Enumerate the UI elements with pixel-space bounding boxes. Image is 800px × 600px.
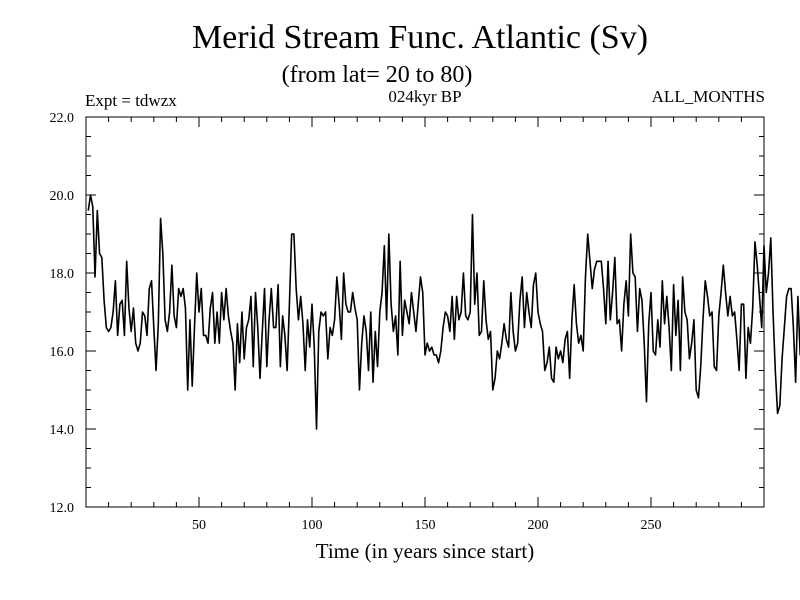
- y-tick-label: 16.0: [50, 345, 75, 360]
- series-line: [87, 194, 800, 430]
- x-axis: 50 100 150 200 250: [108, 117, 742, 533]
- x-tick-label: 100: [302, 518, 323, 533]
- experiment-label: Expt = tdwzx: [85, 91, 177, 110]
- plot-frame: [85, 116, 765, 508]
- y-tick-label: 22.0: [50, 111, 75, 126]
- y-tick-label: 20.0: [50, 189, 75, 204]
- chart-title: Merid Stream Func. Atlantic (Sv): [192, 19, 648, 56]
- chart-subtitle: (from lat= 20 to 80): [282, 62, 473, 88]
- y-axis: 12.0 14.0 16.0 18.0 20.0 22.0: [50, 111, 764, 516]
- x-tick-label: 250: [641, 518, 662, 533]
- x-axis-label: Time (in years since start): [316, 539, 535, 563]
- y-tick-label: 12.0: [50, 501, 75, 516]
- x-tick-label: 200: [528, 518, 549, 533]
- x-tick-label: 50: [192, 518, 206, 533]
- y-tick-label: 14.0: [50, 423, 75, 438]
- months-label: ALL_MONTHS: [652, 87, 765, 106]
- period-label: 024kyr BP: [388, 87, 461, 106]
- x-tick-label: 150: [415, 518, 436, 533]
- series-layer: [87, 194, 800, 430]
- y-tick-label: 18.0: [50, 267, 75, 282]
